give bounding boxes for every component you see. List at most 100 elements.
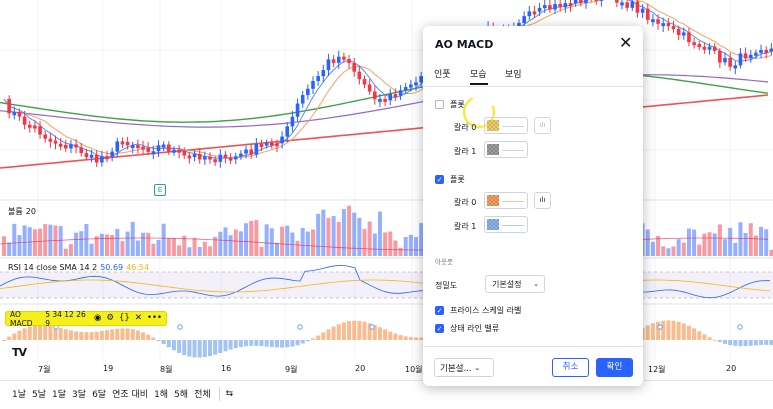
close-icon[interactable]: ✕ <box>134 313 142 324</box>
price-scale-toggle[interactable]: ✓ 프라이스 스케일 라벨 <box>435 305 521 316</box>
rsi-legend[interactable]: RSI 14 close SMA 14 2 50.69 46.54 <box>8 263 152 272</box>
range-ytd[interactable]: 연조 대비 <box>112 390 149 400</box>
volume-bar <box>115 228 120 256</box>
range-all[interactable]: 전체 <box>194 390 211 400</box>
macd-histogram-bar <box>171 340 176 351</box>
earnings-flag[interactable]: E <box>154 184 166 196</box>
candle-body <box>537 7 542 12</box>
plot2-checkbox[interactable]: ✓ <box>435 175 444 184</box>
volume-bar <box>650 241 655 256</box>
histogram-icon[interactable]: ılı <box>534 192 551 209</box>
macd-histogram-bar <box>738 340 743 347</box>
price-scale-checkbox[interactable]: ✓ <box>435 306 444 315</box>
macd-histogram-bar <box>341 322 346 340</box>
candle-body <box>331 59 336 63</box>
eye-icon[interactable]: ◉ <box>93 313 102 324</box>
tab-style[interactable]: 모습 <box>470 70 487 80</box>
status-line-label: 상태 라인 밸류 <box>450 324 500 333</box>
volume-bar <box>68 244 73 256</box>
macd-histogram-bar <box>666 320 671 340</box>
range-6m[interactable]: 6달 <box>92 390 107 400</box>
candle-body <box>383 98 387 102</box>
volume-bar <box>326 217 331 256</box>
volume-bar <box>656 236 661 256</box>
candle-body <box>167 144 171 152</box>
candle-body <box>697 44 702 48</box>
candle-body <box>352 63 356 72</box>
candle-body <box>213 159 217 163</box>
volume-bar <box>79 231 84 256</box>
chevron-down-icon: ⌄ <box>474 363 481 372</box>
range-1d[interactable]: 1날 <box>12 390 27 400</box>
macd-histogram-bar <box>717 340 722 343</box>
macd-histogram-bar <box>393 333 398 340</box>
macd-histogram-bar <box>274 340 279 348</box>
volume-bar <box>769 249 773 256</box>
candle-body <box>136 144 140 148</box>
macd-histogram-bar <box>218 340 223 354</box>
range-1y[interactable]: 1해 <box>154 390 169 400</box>
candle-body <box>17 112 22 117</box>
range-1m[interactable]: 1달 <box>52 390 67 400</box>
range-5y[interactable]: 5해 <box>174 390 189 400</box>
plot2-color1-label: 칼라 1 <box>454 222 477 231</box>
tab-visibility[interactable]: 보임 <box>505 70 522 80</box>
plot2-color0-swatch[interactable] <box>484 192 528 209</box>
defaults-button[interactable]: 기본설... ⌄ <box>434 358 494 377</box>
close-icon[interactable]: ✕ <box>619 33 633 52</box>
rsi-pane <box>0 264 773 299</box>
plot1-checkbox[interactable] <box>435 100 444 109</box>
volume-bar <box>336 221 341 256</box>
compare-icon[interactable]: ⇆ <box>225 388 234 399</box>
indicator-params: 5 34 12 26 9 <box>45 309 86 328</box>
macd-histogram-bar <box>269 340 274 348</box>
candle-body <box>74 144 78 148</box>
time-label: 7월 <box>38 365 51 374</box>
macd-histogram-bar <box>326 329 331 340</box>
time-axis[interactable]: 7월 19 8월 16 9월 20 10월 12월 20 <box>0 362 773 376</box>
plot1-color1-swatch[interactable] <box>484 141 528 158</box>
volume-bar <box>177 245 182 256</box>
macd-histogram-bar <box>414 337 418 340</box>
candle-body <box>666 23 671 27</box>
swatch-line <box>502 225 524 226</box>
candle-body <box>342 56 346 60</box>
source-code-icon[interactable]: {} <box>119 313 130 324</box>
cancel-button[interactable]: 취소 <box>552 358 589 377</box>
plot1-color0-swatch[interactable] <box>484 117 528 134</box>
tradingview-logo[interactable]: TV <box>12 346 27 359</box>
macd-histogram-bar <box>94 331 99 340</box>
color-swatch-fill <box>487 219 499 230</box>
volume-bar <box>383 232 388 256</box>
candle-body <box>568 3 573 7</box>
status-line-toggle[interactable]: ✓ 상태 라인 밸류 <box>435 323 499 334</box>
macd-histogram-bar <box>208 340 212 357</box>
more-icon[interactable]: ••• <box>146 313 162 324</box>
plot2-toggle[interactable]: ✓ 플롯 <box>435 174 465 185</box>
settings-icon[interactable]: ⚙ <box>106 313 114 324</box>
range-3m[interactable]: 3달 <box>72 390 87 400</box>
volume-bar <box>7 242 12 256</box>
volume-bar <box>233 229 238 256</box>
volume-bar <box>692 229 697 256</box>
volume-bar <box>120 241 125 256</box>
plot2-color1-swatch[interactable] <box>484 216 528 233</box>
indicator-settings-dialog: AO MACD ✕ 인풋 모습 보임 플롯 칼라 0 ılı 칼라 1 ✓ 플롯… <box>423 26 643 386</box>
ok-button[interactable]: 확인 <box>596 358 633 377</box>
candle-body <box>58 143 63 147</box>
tab-inputs[interactable]: 인풋 <box>434 70 451 80</box>
volume-bar <box>300 227 305 256</box>
range-5d[interactable]: 5날 <box>32 390 47 400</box>
candle-body <box>300 95 305 104</box>
volume-bar <box>125 231 130 256</box>
precision-select[interactable]: 기본설정 ⌄ <box>485 275 545 293</box>
macd-histogram-bar <box>656 321 661 340</box>
status-line-checkbox[interactable]: ✓ <box>435 324 444 333</box>
candle-body <box>326 59 331 71</box>
plot1-toggle[interactable]: 플롯 <box>435 99 465 110</box>
volume-legend[interactable]: 볼륨 20 <box>8 206 39 217</box>
macd-cross-marker <box>297 324 303 330</box>
bar-chart-icon[interactable]: ılı <box>534 117 551 134</box>
volume-bar <box>723 239 727 256</box>
indicator-legend-bar[interactable]: AO MACD 5 34 12 26 9 ◉ ⚙ {} ✕ ••• <box>5 309 167 328</box>
